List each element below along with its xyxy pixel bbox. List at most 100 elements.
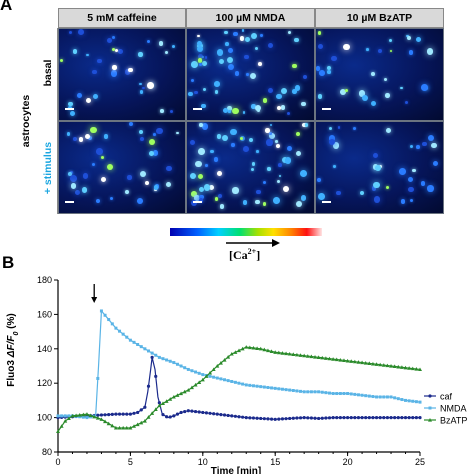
series-bzatp <box>56 345 422 433</box>
micrograph-caffeine-stimulus <box>58 121 186 214</box>
micrograph-caffeine-basal <box>58 28 186 121</box>
data-point <box>367 394 371 398</box>
cell-spot <box>190 139 196 145</box>
cell-spot <box>296 201 303 208</box>
cell-spot <box>70 174 77 182</box>
data-point <box>200 377 205 382</box>
x-tick-label: 15 <box>270 457 280 467</box>
cell-spot <box>317 30 322 35</box>
chart-series <box>56 309 422 433</box>
cell-spot <box>386 127 392 133</box>
cell-spot <box>142 86 145 90</box>
data-point <box>280 417 285 421</box>
cell-spot <box>230 129 237 136</box>
data-point <box>378 395 382 399</box>
series-caf <box>56 355 422 421</box>
cell-spot <box>416 145 421 149</box>
data-point <box>399 365 404 369</box>
data-point <box>280 351 285 355</box>
data-point <box>233 380 237 384</box>
cell-spot <box>201 61 207 67</box>
cell-spot <box>110 70 118 77</box>
cell-spot <box>222 107 228 113</box>
cell-spot <box>431 142 437 149</box>
row-label-box <box>38 28 58 214</box>
data-point <box>284 351 289 356</box>
cell-spot <box>204 56 208 60</box>
data-point <box>396 364 401 369</box>
cell-spot <box>359 190 364 196</box>
data-point <box>363 360 368 365</box>
data-point <box>179 410 183 415</box>
data-point <box>298 416 303 420</box>
series-line <box>57 357 420 420</box>
data-point <box>280 387 284 391</box>
data-point <box>67 414 71 418</box>
cell-spot <box>316 66 321 71</box>
cell-spot <box>326 66 331 71</box>
cell-spot <box>276 105 281 110</box>
cell-spot <box>337 126 341 130</box>
colorbar-arrow-icon <box>226 239 280 247</box>
data-point <box>208 411 212 415</box>
data-point <box>147 349 150 353</box>
data-point <box>320 416 324 420</box>
x-tick-label: 10 <box>198 457 208 467</box>
cell-spot <box>86 97 92 104</box>
data-point <box>74 413 79 418</box>
data-point <box>84 412 89 416</box>
cell-spot <box>249 72 256 79</box>
cell-spot <box>386 185 390 189</box>
cell-spot <box>286 146 292 152</box>
cell-spot <box>153 185 159 190</box>
data-point <box>400 398 404 402</box>
data-point <box>356 416 361 420</box>
data-point <box>211 367 216 372</box>
data-point <box>150 351 154 355</box>
data-point <box>385 363 390 368</box>
data-point <box>317 416 321 421</box>
cell-spot <box>227 106 232 111</box>
data-point <box>172 361 176 365</box>
cell-spot <box>59 58 64 63</box>
cell-spot <box>231 143 235 147</box>
data-point <box>222 413 227 417</box>
cell-spot <box>68 30 72 34</box>
cell-spot <box>300 194 307 201</box>
cell-spot <box>276 179 280 183</box>
data-point <box>212 412 216 416</box>
cell-spot <box>201 103 207 109</box>
cell-spot <box>78 137 84 142</box>
cell-spot <box>227 63 234 70</box>
data-point <box>346 392 350 396</box>
cell-spot <box>412 168 416 173</box>
data-point <box>407 399 411 403</box>
cell-spot <box>203 184 210 191</box>
cell-spot <box>112 65 117 70</box>
column-header-bzatp: 10 µM BzATP <box>315 8 444 28</box>
data-point <box>248 416 252 420</box>
data-point <box>291 352 296 356</box>
data-point <box>356 360 361 364</box>
data-point <box>179 391 184 396</box>
data-point <box>277 387 281 391</box>
data-point <box>335 416 339 420</box>
cell-spot <box>302 75 308 80</box>
data-point <box>128 338 132 342</box>
cell-spot <box>197 58 203 63</box>
cell-spot <box>256 150 259 153</box>
cell-spot <box>242 111 246 114</box>
cell-spot <box>269 131 273 135</box>
data-point <box>99 413 104 417</box>
cell-spot <box>416 36 422 42</box>
cell-spot <box>265 128 270 133</box>
cell-spot <box>83 173 89 179</box>
data-point <box>341 358 346 363</box>
cell-spot <box>95 198 100 203</box>
cell-spot <box>196 34 200 38</box>
data-point <box>244 416 248 420</box>
data-point <box>324 416 328 420</box>
cell-spot <box>262 202 267 206</box>
cell-spot <box>72 49 78 54</box>
cell-spot <box>404 101 408 105</box>
